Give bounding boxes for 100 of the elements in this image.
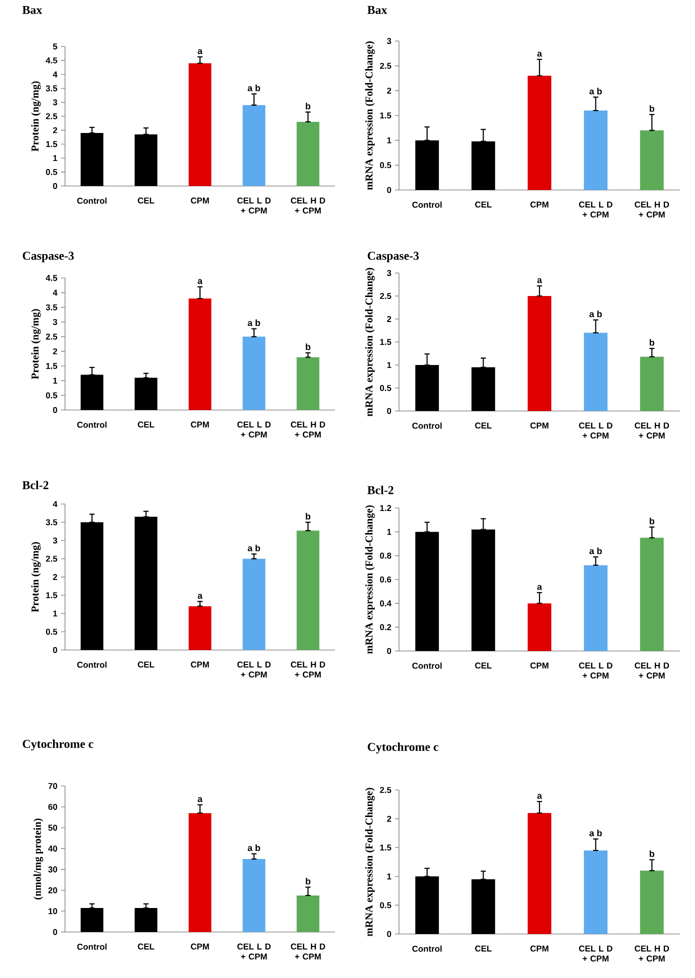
x-tick-label: CEL H D + CPM (634, 422, 670, 439)
y-tick-label: 4.5 (46, 57, 58, 64)
annotation: a b (589, 310, 602, 318)
y-tick-label: 3.5 (46, 304, 58, 310)
chart-title: Bax (22, 6, 42, 14)
x-tick-label: Control (77, 422, 106, 428)
bar (584, 332, 608, 411)
x-tick-label: CPM (530, 202, 548, 208)
chart-title: Caspase-3 (22, 252, 74, 262)
x-tick-label: CEL L D + CPM (237, 662, 271, 678)
x-tick-label: Control (412, 662, 442, 669)
chart-title: Bcl-2 (22, 480, 48, 490)
bar (296, 895, 320, 932)
y-tick-label: 0.5 (46, 392, 58, 398)
y-axis-title: Protein (ng/mg) (31, 81, 41, 152)
annotation: a (198, 49, 203, 54)
x-tick-label: CEL L D + CPM (579, 202, 612, 218)
y-tick-label: 4 (52, 501, 58, 507)
y-tick-label: 0 (53, 406, 58, 413)
bar (584, 565, 608, 651)
bar (584, 110, 608, 190)
annotation: a b (248, 319, 260, 326)
y-tick-label: 1 (387, 873, 392, 880)
y-tick-label: 70 (48, 783, 58, 790)
y-tick-label: 2 (387, 88, 392, 94)
y-tick-label: 3.5 (46, 519, 58, 526)
annotation: b (650, 850, 654, 857)
bar (528, 296, 552, 411)
y-tick-label: 1.5 (380, 844, 392, 851)
annotation: a (198, 279, 203, 284)
y-tick-label: 0 (53, 646, 58, 653)
y-tick-label: 1 (387, 137, 392, 144)
y-tick-label: 2 (53, 574, 58, 580)
bar (296, 530, 320, 650)
annotation: b (306, 102, 310, 110)
x-tick-label: CEL (475, 946, 492, 952)
bar (528, 76, 552, 190)
x-tick-label: CEL (475, 662, 492, 669)
x-tick-label: CPM (190, 422, 209, 428)
y-axis-title: mRNA expression (Fold-Change) (365, 788, 375, 936)
y-axis-title: mRNA expression (Fold-Change) (365, 268, 375, 416)
y-tick-label: 2.5 (46, 334, 58, 340)
y-tick-label: 0 (387, 648, 392, 654)
y-tick-label: 1 (387, 362, 392, 368)
x-tick-label: Control (77, 944, 106, 950)
bar (134, 908, 158, 932)
bar (188, 606, 212, 650)
bar (242, 105, 266, 186)
y-axis-title: (nmol/mg protein) (34, 818, 44, 900)
y-tick-label: 3.5 (46, 85, 58, 92)
chart-title: Bax (367, 6, 388, 14)
annotation: a (537, 794, 542, 799)
chart-title: Cytochrome c (22, 740, 94, 750)
y-tick-label: 2 (387, 316, 392, 322)
y-tick-label: 60 (48, 804, 58, 810)
x-tick-label: CPM (190, 944, 209, 950)
annotation: b (650, 339, 654, 346)
y-axis-title: Protein (ng/mg) (31, 309, 41, 380)
y-tick-label: 0.5 (380, 902, 392, 908)
x-tick-label: CEL L D + CPM (579, 422, 612, 439)
x-tick-label: Control (412, 422, 442, 429)
annotation: b (306, 343, 310, 350)
y-tick-label: 0.8 (380, 552, 392, 559)
x-tick-label: CEL L D + CPM (579, 662, 612, 679)
y-tick-label: 2.5 (380, 786, 392, 793)
y-tick-label: 3 (386, 270, 392, 276)
bar (242, 336, 266, 410)
bar (296, 357, 320, 410)
y-axis-title: Protein (ng/mg) (31, 542, 41, 612)
annotation: a b (589, 830, 602, 836)
y-tick-label: 0 (53, 182, 58, 190)
y-tick-label: 2 (387, 816, 392, 822)
y-tick-label: 30 (48, 866, 58, 872)
bar (640, 356, 664, 411)
y-tick-label: 0 (53, 928, 58, 935)
x-tick-label: CEL (138, 662, 154, 668)
y-tick-label: 1.5 (46, 592, 58, 598)
x-tick-label: CEL H D + CPM (634, 946, 670, 962)
y-tick-label: 3 (386, 38, 392, 44)
y-tick-label: 4.5 (46, 275, 58, 281)
x-tick-label: CEL (475, 202, 492, 208)
x-tick-label: CEL H D + CPM (290, 944, 326, 960)
y-axis-title: mRNA expression (Fold-Change) (365, 505, 375, 654)
y-tick-label: 40 (48, 846, 58, 852)
x-tick-label: Control (412, 946, 442, 952)
bar (640, 538, 664, 651)
x-tick-label: Control (412, 202, 442, 208)
bar (528, 603, 552, 651)
y-tick-label: 0 (387, 408, 392, 414)
annotation: a (198, 797, 203, 802)
y-tick-label: 5 (53, 44, 58, 50)
y-tick-label: 0.5 (380, 162, 392, 168)
y-tick-label: 1 (53, 610, 58, 616)
annotation: b (306, 878, 310, 884)
annotation: a b (589, 88, 602, 94)
chart-title: Bcl-2 (367, 486, 394, 494)
x-tick-label: CEL H D + CPM (634, 662, 670, 679)
annotation: b (650, 518, 654, 524)
y-tick-label: 1.5 (46, 363, 58, 369)
y-tick-label: 0.5 (46, 169, 58, 176)
